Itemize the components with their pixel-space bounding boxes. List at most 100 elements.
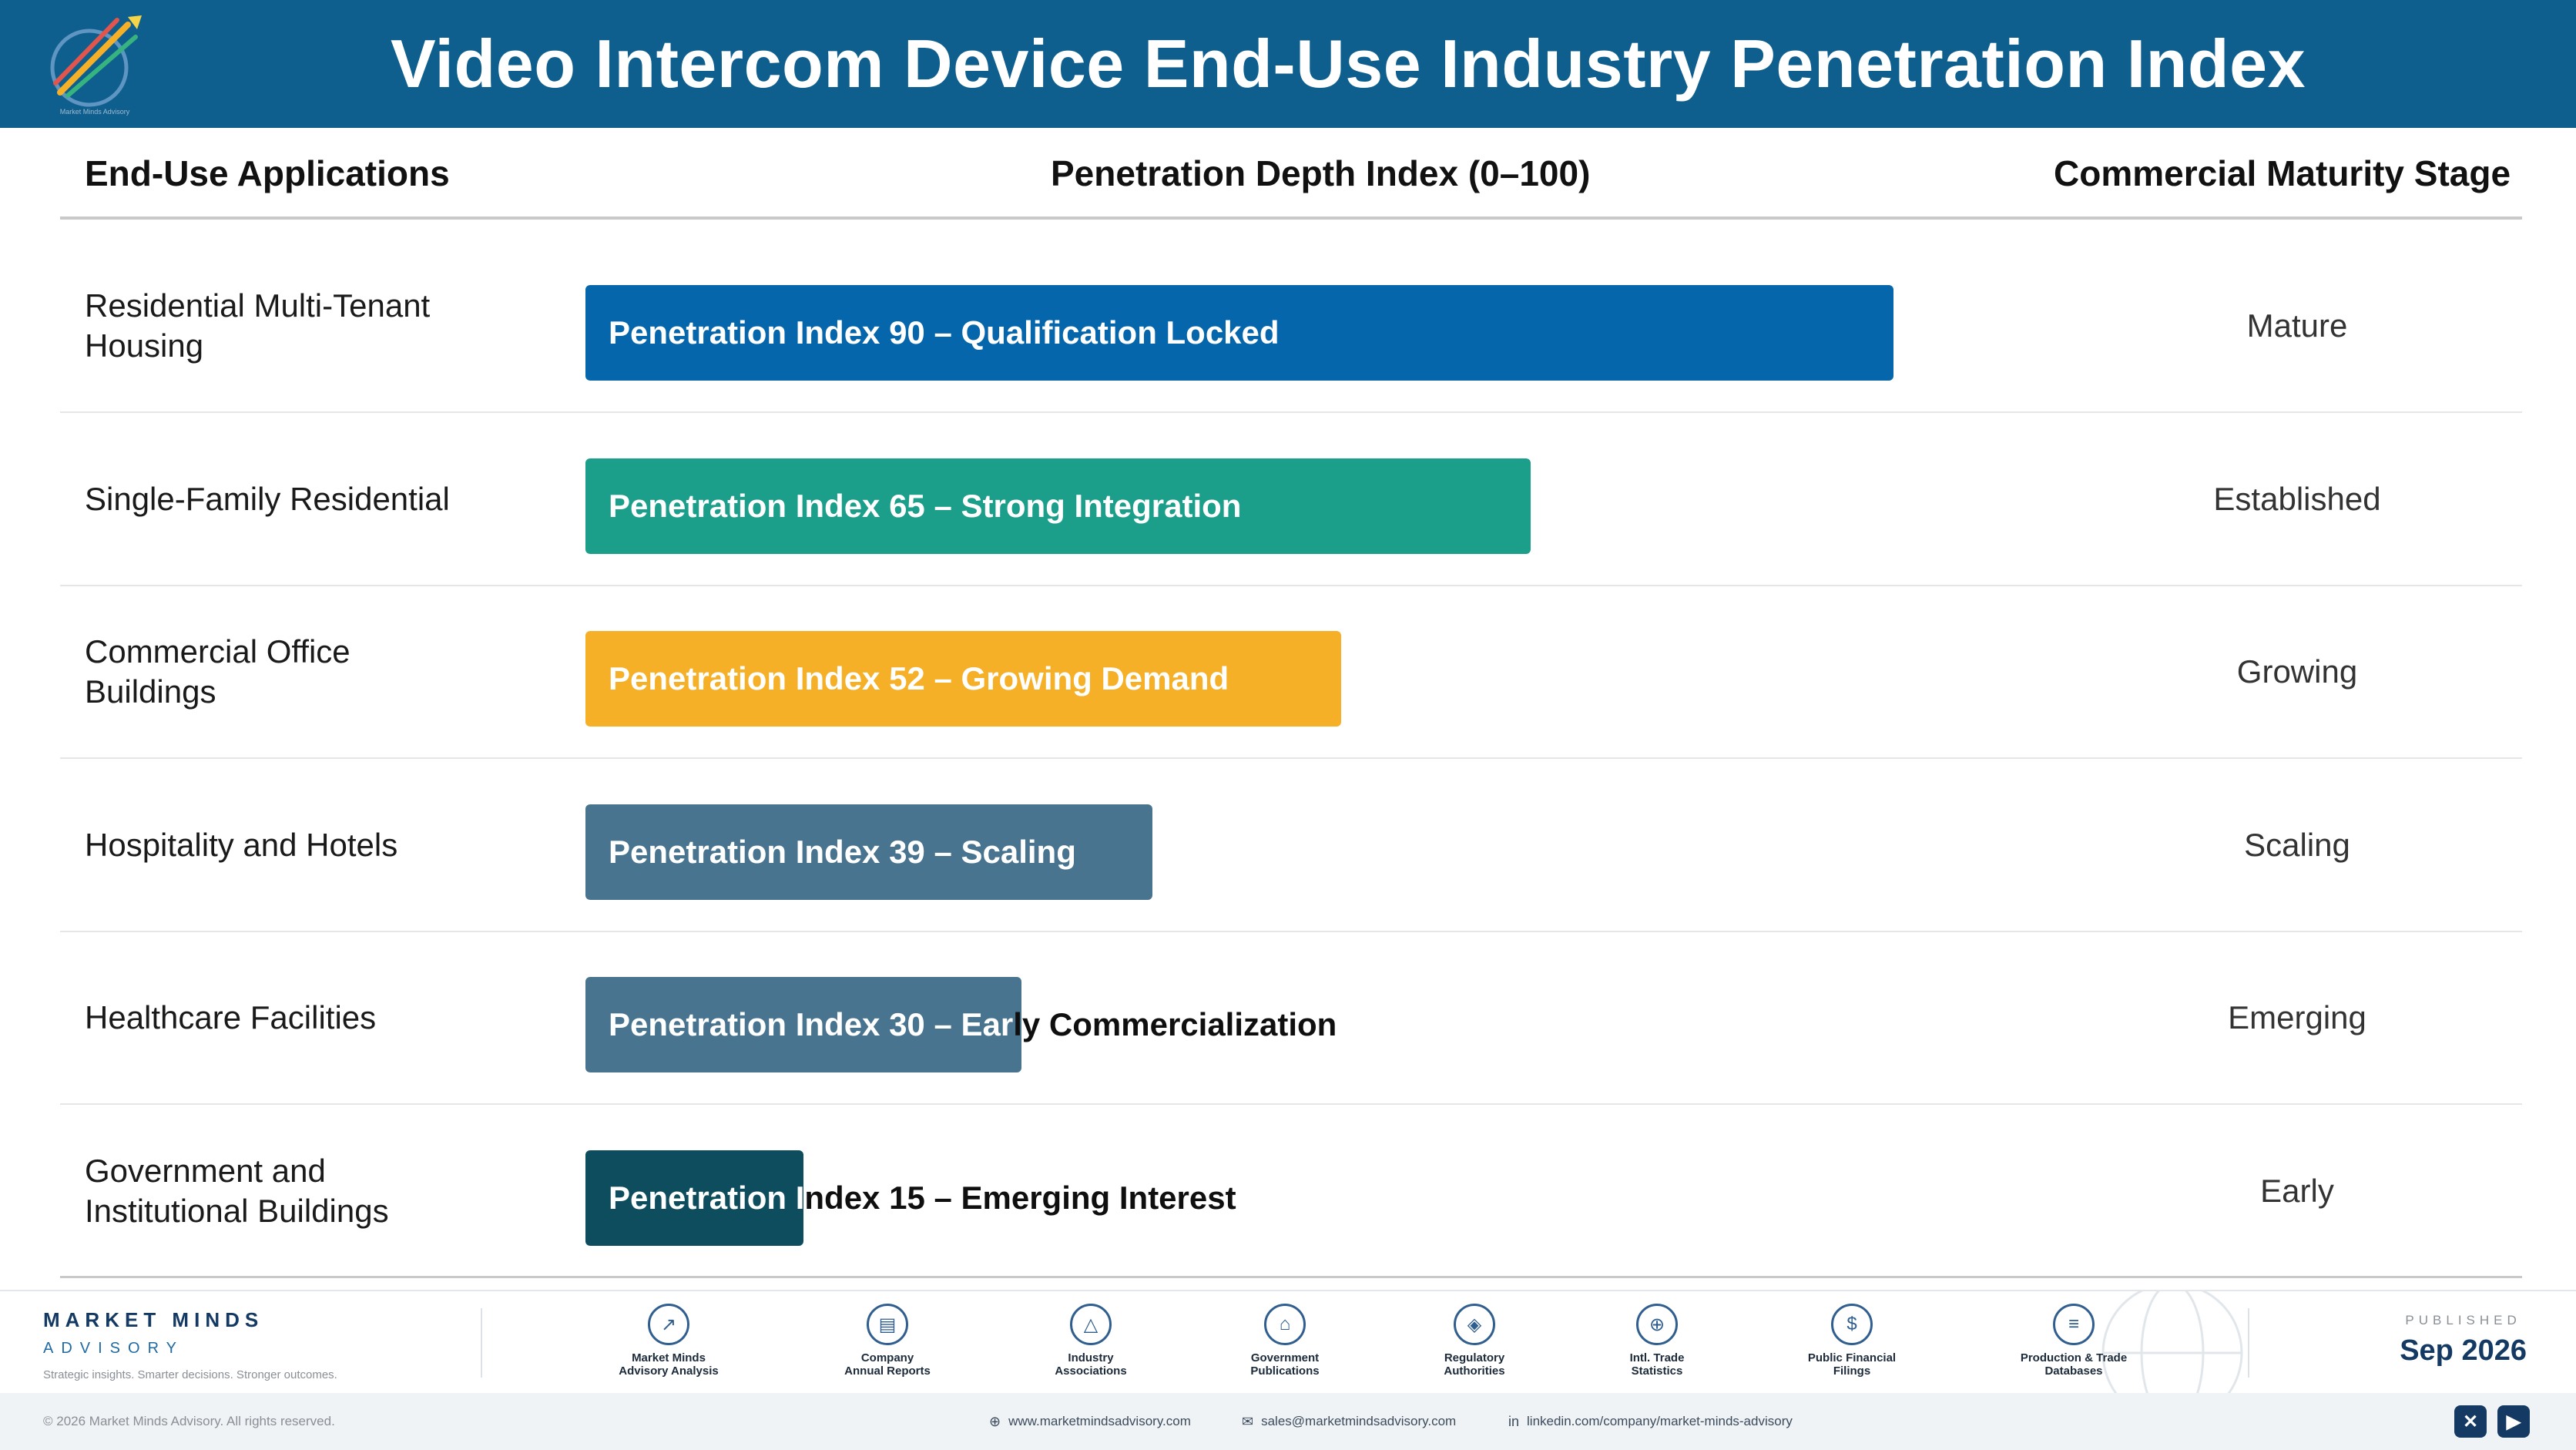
application-name: Hospitality and Hotels: [85, 760, 516, 931]
source-item: △ Industry Associations: [1021, 1304, 1160, 1378]
source-label-line: Regulatory: [1444, 1351, 1505, 1364]
table-row: Commercial Office Buildings Penetration In…: [60, 586, 2522, 759]
source-label-line: Company: [860, 1351, 914, 1364]
published-block: PUBLISHED Sep 2026: [2400, 1313, 2527, 1368]
source-label: Public Financial Filings: [1783, 1351, 1921, 1378]
application-name-line: Hospitality and Hotels: [85, 826, 398, 863]
linkedin-icon: in: [1508, 1414, 1520, 1429]
source-label-line: Authorities: [1444, 1364, 1505, 1378]
application-name-line: Buildings: [85, 673, 216, 710]
source-label: Intl. Trade Statistics: [1588, 1351, 1726, 1378]
maturity-stage: Mature: [2246, 307, 2348, 344]
penetration-bar: [585, 1150, 803, 1246]
published-date: Sep 2026: [2400, 1334, 2527, 1367]
source-label: Production & Trade Databases: [2004, 1351, 2143, 1378]
youtube-social-button[interactable]: ▶: [2497, 1405, 2530, 1438]
application-name-line: Residential Multi-Tenant: [85, 287, 431, 324]
source-label-line: Filings: [1833, 1364, 1871, 1378]
globe-icon: ⊕: [1636, 1304, 1678, 1345]
maturity-stage: Scaling: [2244, 826, 2350, 863]
table-row: Single-Family Residential Penetration Ind…: [60, 414, 2522, 586]
application-name-line: Commercial Office: [85, 633, 351, 670]
penetration-bar: [585, 804, 1152, 900]
source-label-line: Associations: [1055, 1364, 1127, 1378]
bar-label-inside: Penetration Index 52 – Growing Demand: [609, 660, 1229, 696]
database-icon: ≡: [2053, 1304, 2095, 1345]
source-label-line: Publications: [1250, 1364, 1320, 1378]
maturity-stage: Emerging: [2228, 999, 2366, 1035]
footer-divider: [2248, 1308, 2249, 1378]
dollar-icon: $: [1831, 1304, 1873, 1345]
svg-text:Market Minds Advisory: Market Minds Advisory: [60, 108, 130, 116]
youtube-icon: ▶: [2506, 1411, 2521, 1432]
bar-label-inside: Penetration I: [609, 1179, 805, 1216]
bar-label-outside: ly Commercialization: [1013, 1006, 1337, 1042]
website-link[interactable]: ⊕ www.marketmindsadvisory.com: [989, 1393, 1191, 1450]
source-item: ⊕ Intl. Trade Statistics: [1588, 1304, 1726, 1378]
source-label-line: Databases: [2044, 1364, 2103, 1378]
application-name: Residential Multi-Tenant Housing: [85, 240, 516, 411]
source-item: ▤ Company Annual Reports: [818, 1304, 957, 1378]
application-name-line: Housing: [85, 327, 204, 364]
footer-divider: [481, 1308, 482, 1378]
application-name-line: Institutional Buildings: [85, 1192, 389, 1229]
maturity-stage: Early: [2260, 1172, 2334, 1209]
source-label-line: Statistics: [1631, 1364, 1683, 1378]
source-label-line: Intl. Trade: [1629, 1351, 1685, 1364]
source-item: ↗ Market Minds Advisory Analysis: [599, 1304, 738, 1378]
brand-subtitle: ADVISORY: [43, 1340, 184, 1357]
source-label-line: Public Financial: [1807, 1351, 1897, 1364]
published-label: PUBLISHED: [2405, 1313, 2521, 1327]
x-social-button[interactable]: ✕: [2454, 1405, 2487, 1438]
table-row: Healthcare Facilities Penetration Index 3…: [60, 932, 2522, 1105]
shield-icon: ◈: [1454, 1304, 1495, 1345]
source-item: ≡ Production & Trade Databases: [2004, 1304, 2143, 1378]
linkedin-text: linkedin.com/company/market-minds-adviso…: [1527, 1414, 1793, 1428]
source-label-line: Industry: [1068, 1351, 1114, 1364]
source-label: Industry Associations: [1021, 1351, 1160, 1378]
column-header-maturity-stage: Commercial Maturity Stage: [2054, 153, 2511, 193]
application-name: Single-Family Residential: [85, 414, 516, 585]
penetration-bar: [585, 285, 1893, 381]
application-name: Healthcare Facilities: [85, 932, 516, 1103]
bar-label: Penetration Index 90 – Qualification Loc…: [609, 285, 1280, 381]
bar-label: Penetration Index 15 – Emerging Interest: [609, 1150, 1236, 1246]
source-label-line: Market Minds: [632, 1351, 706, 1364]
source-label-line: Annual Reports: [844, 1364, 931, 1378]
bar-label-outside: ndex 15 – Emerging Interest: [804, 1179, 1236, 1216]
source-label-line: Advisory Analysis: [619, 1364, 719, 1378]
table-row: Residential Multi-Tenant Housing Penetrati…: [60, 240, 2522, 413]
email-text: sales@marketmindsadvisory.com: [1261, 1414, 1457, 1428]
footer-panel: MARKET MINDS ADVISORY Strategic insights…: [0, 1290, 2576, 1395]
bar-label-inside: Penetration Index 30 – Ear: [609, 1006, 1014, 1042]
email-link[interactable]: ✉ sales@marketmindsadvisory.com: [1242, 1393, 1456, 1450]
footer-bottom-bar: © 2026 Market Minds Advisory. All rights…: [0, 1393, 2576, 1450]
application-name-line: Government and: [85, 1152, 326, 1189]
source-label-line: Government: [1250, 1351, 1320, 1364]
application-name-line: Healthcare Facilities: [85, 999, 377, 1035]
bar-label-inside: Penetration Index 90 – Qualification Loc…: [609, 314, 1280, 351]
application-name: Government and Institutional Buildings: [85, 1106, 516, 1277]
mail-icon: ✉: [1242, 1414, 1254, 1429]
application-name-line: Single-Family Residential: [85, 480, 450, 517]
bar-label-inside: Penetration Index 39 – Scaling: [609, 833, 1076, 870]
brand-tagline: Strategic insights. Smarter decisions. S…: [43, 1368, 337, 1381]
header-banner: Market Minds Advisory Video Intercom Dev…: [0, 0, 2576, 128]
x-icon: ✕: [2462, 1411, 2479, 1432]
bar-label: Penetration Index 39 – Scaling: [609, 804, 1076, 900]
bar-label: Penetration Index 30 – Early Commerciali…: [609, 977, 1337, 1072]
linkedin-link[interactable]: in linkedin.com/company/market-minds-adv…: [1508, 1393, 1793, 1450]
globe-icon: ⊕: [989, 1414, 1001, 1429]
penetration-bar: [585, 977, 1021, 1072]
source-label: Market Minds Advisory Analysis: [599, 1351, 738, 1378]
page-title: Video Intercom Device End-Use Industry P…: [390, 25, 2306, 102]
column-header-depth-index: Penetration Depth Index (0–100): [1051, 153, 1591, 193]
source-item: $ Public Financial Filings: [1783, 1304, 1921, 1378]
header-divider: [60, 216, 2522, 220]
bar-label-inside: Penetration Index 65 – Strong Integratio…: [609, 487, 1242, 524]
source-label: Company Annual Reports: [818, 1351, 957, 1378]
source-label-line: Production & Trade: [2020, 1351, 2128, 1364]
source-label: Government Publications: [1216, 1351, 1354, 1378]
source-item: ⌂ Government Publications: [1216, 1304, 1354, 1378]
globe-watermark-icon: [2101, 1291, 2243, 1395]
